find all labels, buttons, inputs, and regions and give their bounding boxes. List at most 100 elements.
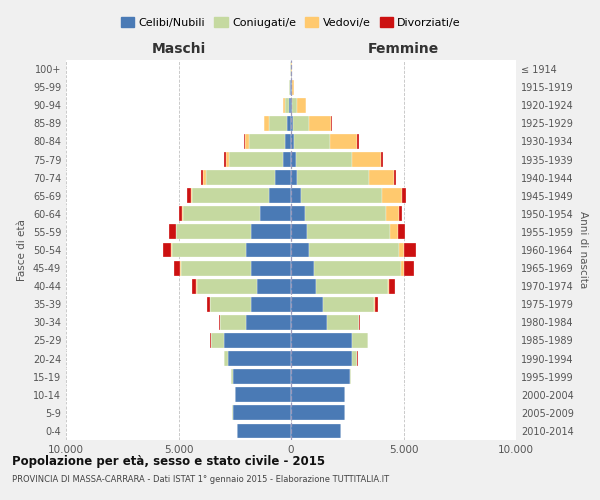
Bar [224, 351, 228, 366]
Bar [211, 333, 223, 348]
Bar [275, 170, 291, 185]
Bar [309, 116, 331, 131]
Bar [173, 260, 181, 276]
Bar [172, 242, 246, 258]
Bar [187, 188, 191, 203]
Bar [246, 315, 291, 330]
Bar [237, 424, 291, 438]
Bar [257, 279, 291, 293]
Bar [314, 260, 401, 276]
Bar [264, 116, 265, 131]
Bar [374, 297, 375, 312]
Bar [292, 98, 297, 112]
Bar [301, 188, 382, 203]
Bar [283, 152, 291, 167]
Bar [331, 116, 332, 131]
Bar [229, 152, 283, 167]
Bar [291, 134, 295, 149]
Bar [291, 333, 352, 348]
Bar [292, 80, 294, 94]
Bar [352, 152, 381, 167]
Bar [331, 134, 358, 149]
Bar [223, 333, 291, 348]
Bar [291, 242, 309, 258]
Bar [205, 170, 275, 185]
Bar [389, 279, 395, 293]
Bar [404, 242, 416, 258]
Bar [298, 170, 370, 185]
Bar [352, 333, 367, 348]
Legend: Celibi/Nubili, Coniugati/e, Vedovi/e, Divorziati/e: Celibi/Nubili, Coniugati/e, Vedovi/e, Di… [116, 12, 466, 32]
Text: PROVINCIA DI MASSA-CARRARA - Dati ISTAT 1° gennaio 2015 - Elaborazione TUTTITALI: PROVINCIA DI MASSA-CARRARA - Dati ISTAT … [12, 475, 389, 484]
Bar [403, 188, 406, 203]
Bar [359, 315, 360, 330]
Bar [286, 134, 291, 149]
Bar [293, 116, 309, 131]
Bar [251, 297, 291, 312]
Bar [399, 242, 404, 258]
Bar [291, 315, 327, 330]
Bar [283, 98, 285, 112]
Bar [382, 188, 403, 203]
Bar [352, 351, 358, 366]
Bar [291, 98, 292, 112]
Y-axis label: Anni di nascita: Anni di nascita [578, 212, 587, 288]
Bar [290, 80, 291, 94]
Bar [246, 242, 291, 258]
Bar [291, 369, 349, 384]
Bar [192, 188, 269, 203]
Bar [269, 188, 291, 203]
Bar [285, 98, 289, 112]
Bar [291, 406, 345, 420]
Bar [381, 152, 383, 167]
Bar [291, 170, 298, 185]
Bar [251, 260, 291, 276]
Bar [295, 134, 331, 149]
Bar [210, 297, 251, 312]
Bar [250, 134, 286, 149]
Bar [226, 152, 229, 167]
Bar [327, 315, 359, 330]
Bar [207, 297, 210, 312]
Bar [176, 224, 251, 240]
Bar [388, 279, 389, 293]
Bar [183, 206, 260, 221]
Bar [181, 260, 251, 276]
Bar [370, 170, 394, 185]
Bar [404, 260, 413, 276]
Bar [291, 388, 345, 402]
Bar [287, 116, 291, 131]
Bar [244, 134, 245, 149]
Bar [291, 424, 341, 438]
Bar [245, 134, 250, 149]
Y-axis label: Fasce di età: Fasce di età [17, 219, 27, 281]
Bar [291, 206, 305, 221]
Bar [291, 224, 307, 240]
Text: Maschi: Maschi [151, 42, 206, 56]
Bar [291, 116, 293, 131]
Bar [316, 279, 388, 293]
Bar [200, 170, 203, 185]
Bar [233, 406, 291, 420]
Bar [260, 206, 291, 221]
Bar [224, 152, 226, 167]
Bar [191, 188, 192, 203]
Text: Popolazione per età, sesso e stato civile - 2015: Popolazione per età, sesso e stato civil… [12, 455, 325, 468]
Bar [218, 315, 220, 330]
Bar [233, 369, 291, 384]
Bar [323, 297, 374, 312]
Bar [291, 297, 323, 312]
Bar [265, 116, 269, 131]
Bar [163, 242, 172, 258]
Bar [375, 297, 377, 312]
Bar [289, 80, 290, 94]
Bar [269, 116, 287, 131]
Bar [401, 260, 404, 276]
Bar [291, 351, 352, 366]
Bar [291, 188, 301, 203]
Bar [179, 206, 182, 221]
Bar [309, 242, 399, 258]
Bar [305, 206, 386, 221]
Bar [349, 369, 351, 384]
Bar [386, 206, 399, 221]
